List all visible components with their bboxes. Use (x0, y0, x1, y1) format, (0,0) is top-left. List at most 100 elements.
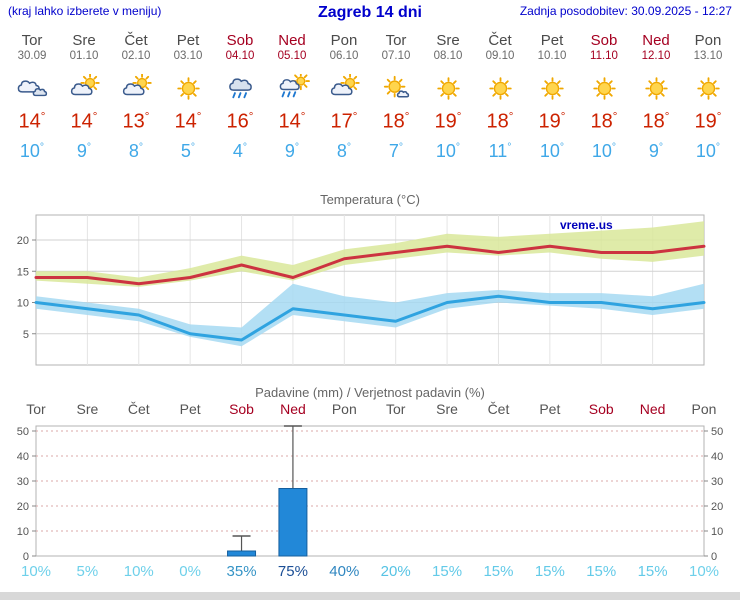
max-temp-uncertainty-band (36, 220, 704, 287)
forecast-day-column: Sob 04.10 16° 4° (214, 32, 266, 162)
day-date: 07.10 (381, 50, 411, 62)
max-temperature: 18° (590, 110, 618, 133)
max-temperature: 19° (434, 110, 462, 133)
sunny-icon (488, 76, 512, 100)
precip-y-tick-label-right: 0 (711, 551, 717, 563)
weather-icon-slot (422, 71, 474, 105)
day-date: 01.10 (69, 50, 99, 62)
precip-probability-label: 20% (381, 563, 411, 580)
forecast-day-column: Čet 02.10 13° 8° (110, 32, 162, 162)
day-name: Pon (694, 32, 722, 49)
precip-y-tick-label-left: 40 (17, 451, 29, 463)
day-name: Pon (330, 32, 358, 49)
precip-bar (278, 487, 308, 557)
precip-day-label: Sob (589, 401, 614, 417)
precip-y-tick-label-right: 20 (711, 501, 723, 513)
min-temp-line (34, 294, 706, 342)
day-date: 12.10 (641, 50, 671, 62)
day-name: Sre (72, 32, 96, 49)
day-date: 09.10 (485, 50, 515, 62)
precip-probability-label: 40% (329, 563, 359, 580)
weather-icon-slot (58, 71, 110, 105)
max-temperature: 14° (278, 110, 306, 133)
temp-y-tick-label: 20 (17, 235, 29, 247)
temperature-chart-title: Temperatura (°C) (320, 191, 420, 207)
weather-forecast-page: (kraj lahko izberete v meniju) Zagreb 14… (0, 4, 740, 600)
min-temperature: 10° (539, 140, 565, 161)
precip-day-label: Ned (640, 401, 666, 417)
precip-day-label: Tor (386, 401, 406, 417)
precip-day-label: Pon (332, 401, 357, 417)
forecast-day-column: Ned 12.10 18° 9° (630, 32, 682, 162)
max-temperature: 19° (538, 110, 566, 133)
min-temp-uncertainty-band (36, 283, 704, 346)
forecast-day-column: Pet 10.10 19° 10° (526, 32, 578, 162)
day-date: 08.10 (433, 50, 463, 62)
day-date: 13.10 (693, 50, 723, 62)
max-temperature: 18° (486, 110, 514, 133)
temp-y-tick-label: 10 (17, 297, 29, 309)
day-name: Sre (436, 32, 460, 49)
day-name: Pet (540, 32, 564, 49)
horizontal-scrollbar[interactable] (0, 592, 740, 600)
forecast-day-column: Sre 01.10 14° 9° (58, 32, 110, 162)
precip-y-tick-label-right: 40 (711, 451, 723, 463)
precip-y-tick-label-left: 0 (23, 551, 29, 563)
precipitation-chart-title: Padavine (mm) / Verjetnost padavin (%) (255, 384, 485, 400)
precip-day-label: Sre (436, 401, 458, 417)
day-name: Sob (226, 32, 254, 49)
forecast-day-column: Sob 11.10 18° 10° (578, 32, 630, 162)
precip-day-label: Tor (26, 401, 46, 417)
forecast-day-column: Pon 13.10 19° 10° (682, 32, 734, 162)
forecast-day-column: Tor 07.10 18° 7° (370, 32, 422, 162)
weather-icon-slot (318, 71, 370, 105)
weather-icon-slot (682, 71, 734, 105)
precip-day-label: Čet (128, 401, 150, 417)
precip-y-tick-label-right: 10 (711, 526, 723, 538)
precip-probability-label: 15% (483, 563, 513, 580)
vreme-watermark-link[interactable]: vreme.us (560, 218, 613, 232)
temp-y-tick-label: 15 (17, 266, 29, 278)
partly-cloudy-icon (70, 73, 100, 95)
day-date: 05.10 (277, 50, 307, 62)
day-name: Tor (385, 32, 407, 49)
forecast-day-column: Pon 06.10 17° 8° (318, 32, 370, 162)
day-date: 03.10 (173, 50, 203, 62)
precip-probability-label: 15% (535, 563, 565, 580)
sunny-icon (176, 76, 200, 100)
rain-icon (228, 77, 252, 98)
menu-hint: (kraj lahko izberete v meniju) (8, 4, 162, 18)
precip-probability-label: 10% (124, 563, 154, 580)
precip-probability-label: 15% (432, 563, 462, 580)
min-temperature: 10° (19, 140, 45, 161)
min-temperature: 7° (388, 140, 404, 161)
precip-y-tick-label-left: 50 (17, 426, 29, 438)
precip-y-tick-label-right: 30 (711, 476, 723, 488)
max-temperature: 14° (18, 110, 46, 133)
precipitation-chart: 0 0 10 10 20 20 30 30 40 40 50 50 Tor Sre Čet Pet Sob Ned… (17, 401, 724, 580)
precip-probability-label: 5% (77, 563, 99, 580)
min-temperature: 9° (284, 140, 300, 161)
weather-icon-slot (110, 71, 162, 105)
precip-probability-label: 35% (227, 563, 257, 580)
day-date: 11.10 (590, 50, 618, 62)
max-temp-line (34, 244, 706, 285)
sunny-icon (436, 76, 460, 100)
max-temperature: 16° (226, 110, 254, 133)
precip-probability-label: 15% (586, 563, 616, 580)
precip-day-label: Pet (539, 401, 560, 417)
min-temperature: 11° (488, 140, 512, 161)
mostly-sunny-icon (383, 75, 409, 98)
page-title: Zagreb 14 dni (317, 4, 422, 21)
max-temperature: 18° (642, 110, 670, 133)
temperature-chart: 5 10 15 20 vreme.us (17, 214, 706, 366)
precip-day-label: Čet (488, 401, 510, 417)
day-name: Tor (21, 32, 43, 49)
precip-y-tick-label-left: 20 (17, 501, 29, 513)
max-temperature: 14° (174, 110, 202, 133)
min-temperature: 4° (232, 140, 248, 161)
precip-probability-label: 75% (278, 563, 308, 580)
day-date: 30.09 (17, 50, 47, 62)
precip-probability-label: 0% (179, 563, 201, 580)
precip-y-tick-label-right: 50 (711, 426, 723, 438)
